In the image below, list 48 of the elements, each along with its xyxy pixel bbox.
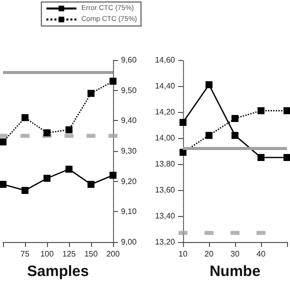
y-tick-label: 13,20 [154,238,176,246]
y2-tick-label: 9,50 [121,86,138,95]
point [66,126,72,134]
point [284,107,290,114]
y-tick-label: 14,60 [154,56,176,64]
point [206,132,212,139]
point [88,90,94,97]
x-tick-label: 100 [40,250,54,258]
y2-tick-label: 9,30 [121,146,138,156]
y-tick-label: 14,40 [154,82,176,90]
y-tick-label: 13,60 [154,186,176,194]
point [0,180,6,188]
point [258,154,264,161]
point [22,114,28,122]
x-tick-label: 40 [256,250,266,258]
y2-tick-label: 9,20 [121,176,138,186]
point [66,166,72,173]
x-tick-label: 200 [106,250,120,258]
y-tick-label: 13,80 [154,160,176,168]
point [258,107,264,114]
point [110,78,116,85]
point [180,148,186,156]
point [44,174,50,182]
y-tick-label: 14,00 [154,134,176,142]
x-tick-label: 125 [62,250,76,258]
point [88,180,94,188]
point [206,81,212,88]
point [0,138,6,146]
x-tick-label: 30 [230,250,240,258]
y-tick-label: 13,40 [154,212,176,220]
x-axis-title: Numbe [210,263,260,280]
y2-tick-label: 9,00 [121,238,138,246]
point [44,129,50,136]
y2-tick-label: 9,40 [121,116,138,126]
point [110,172,116,179]
x-tick-label: 20 [204,250,214,258]
point [284,154,290,161]
x-tick-label: 150 [84,250,98,258]
y-tick-label: 14,20 [154,108,176,116]
x-tick-label: 75 [20,250,30,258]
point [22,186,28,194]
y2-tick-label: 9,10 [121,207,138,216]
x-axis-title: Samples [27,263,89,280]
point [232,132,238,139]
point [180,118,186,126]
point [232,115,238,122]
x-tick-label: 10 [178,250,188,258]
y2-tick-label: 9,60 [121,56,138,64]
